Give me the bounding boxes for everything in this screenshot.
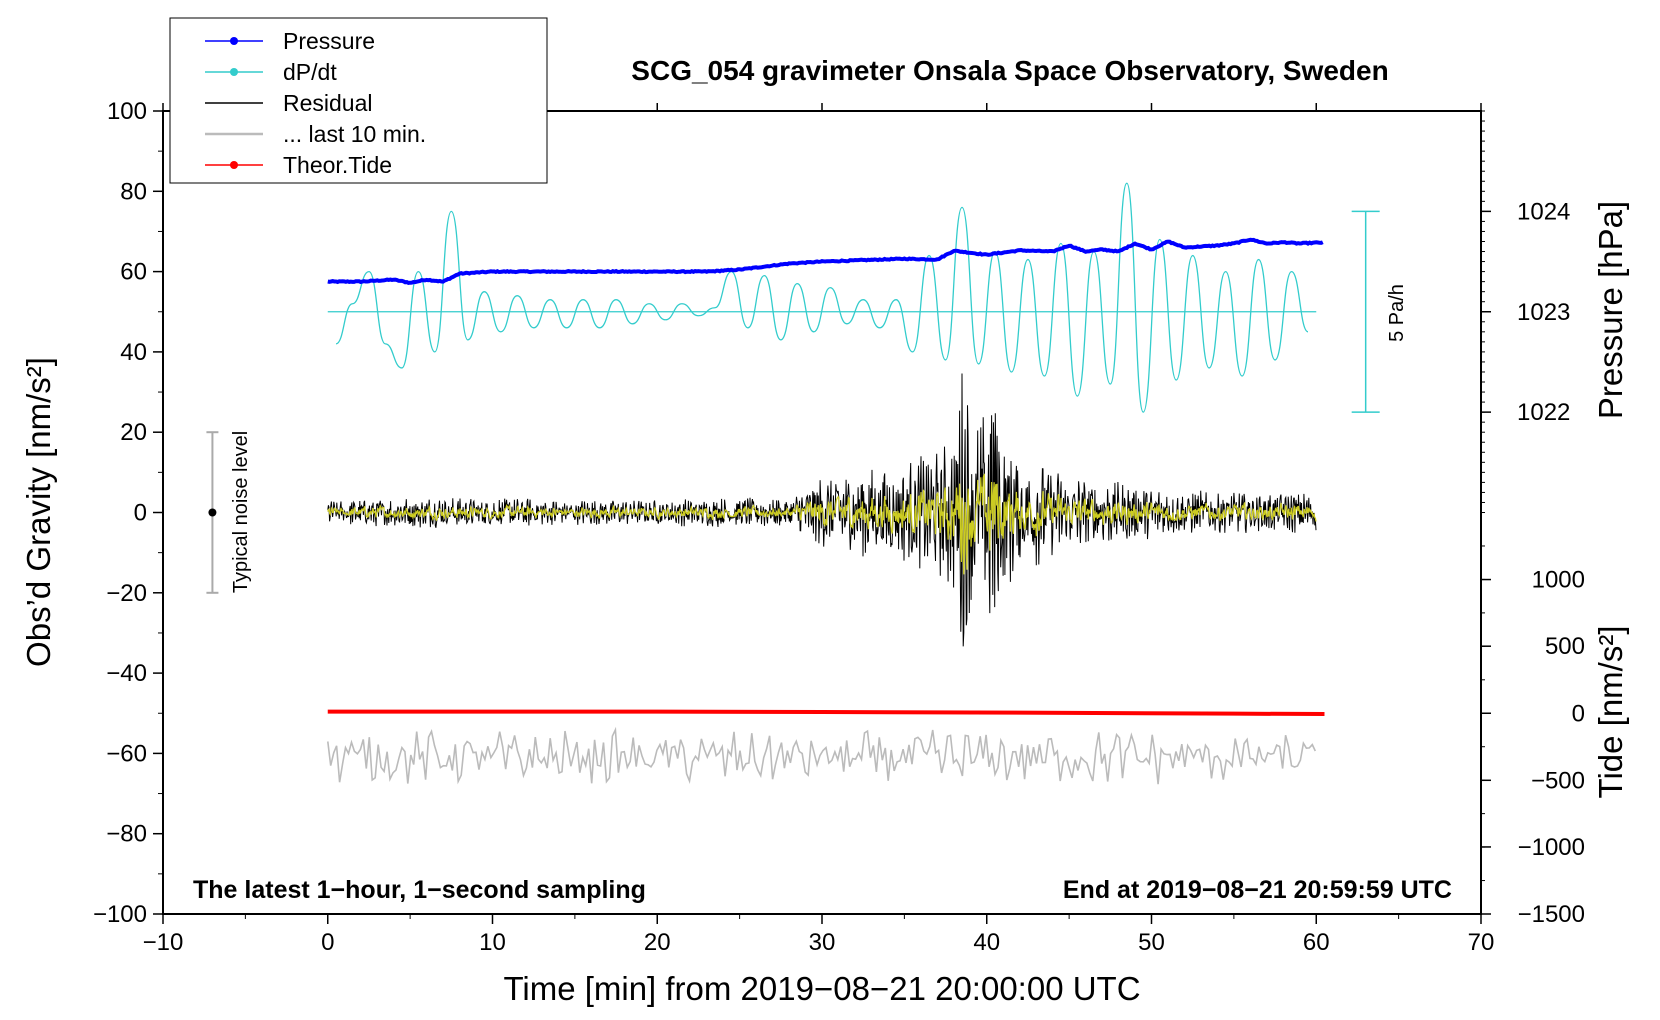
- legend: Pressure dP/dt Residual ... last 10 min. The…: [169, 17, 548, 184]
- dpdt-scale-bar: [1351, 210, 1380, 413]
- dpdt-line: [335, 182, 1309, 413]
- y-tick-label: −20: [106, 580, 147, 607]
- y-axis-title: Obs’d Gravity [nm/s²]: [20, 357, 57, 667]
- dpdt-scale-label: 5 Pa/h: [1386, 284, 1408, 342]
- x-axis-title: Time [min] from 2019−08−21 20:00:00 UTC: [503, 970, 1140, 1007]
- tide-tick-label: 500: [1545, 633, 1585, 660]
- pressure-tick-label: 1023: [1517, 299, 1570, 326]
- y-tick-label: −100: [93, 901, 147, 928]
- pressure-tick-label: 1022: [1517, 399, 1570, 426]
- noise-level-bar: [206, 431, 219, 594]
- pressure-line: [327, 237, 1324, 285]
- legend-label: Residual: [283, 90, 373, 116]
- x-tick-label: 10: [479, 929, 506, 956]
- sampling-annotation: The latest 1−hour, 1−second sampling: [193, 876, 646, 904]
- noise-bar-center: [208, 508, 217, 517]
- tide-tick-label: −500: [1531, 767, 1585, 794]
- residual-filtered-line: [327, 473, 1317, 575]
- y-tick-label: 60: [120, 259, 147, 286]
- x-tick-label: 60: [1303, 929, 1330, 956]
- last-10-min-line: [327, 726, 1317, 785]
- y-tick-label: 80: [120, 178, 147, 205]
- legend-marker: [230, 37, 238, 45]
- tide-tick-label: −1000: [1518, 834, 1585, 861]
- legend-marker: [230, 161, 238, 169]
- y-tick-label: 0: [134, 500, 147, 527]
- y-tick-label: 100: [107, 98, 147, 125]
- x-tick-label: −10: [143, 929, 184, 956]
- x-tick-label: 30: [809, 929, 836, 956]
- tide-tick-label: 0: [1572, 700, 1585, 727]
- legend-label: Pressure: [283, 28, 375, 54]
- y-tick-label: −40: [106, 660, 147, 687]
- y-tick-label: 20: [120, 419, 147, 446]
- tide-axis-title: Tide [nm/s²]: [1592, 626, 1629, 799]
- y-tick-label: 40: [120, 339, 147, 366]
- end-time-annotation: End at 2019−08−21 20:59:59 UTC: [1063, 876, 1452, 904]
- y-tick-label: −60: [106, 740, 147, 767]
- legend-marker: [230, 68, 238, 76]
- noise-level-label: Typical noise level: [230, 431, 252, 593]
- legend-label: dP/dt: [283, 59, 337, 85]
- chart-title: SCG_054 gravimeter Onsala Space Observat…: [631, 55, 1388, 86]
- pressure-tick-label: 1024: [1517, 198, 1570, 225]
- x-tick-label: 20: [644, 929, 671, 956]
- pressure-axis-title: Pressure [hPa]: [1592, 201, 1629, 419]
- legend-label: ... last 10 min.: [283, 121, 426, 147]
- tide-tick-label: 1000: [1532, 567, 1585, 594]
- y-tick-label: −80: [106, 821, 147, 848]
- tide-tick-label: −1500: [1518, 901, 1585, 928]
- x-tick-label: 40: [973, 929, 1000, 956]
- x-tick-label: 50: [1138, 929, 1165, 956]
- legend-label: Theor.Tide: [283, 152, 392, 178]
- x-tick-label: 0: [321, 929, 334, 956]
- theor-tide-line: [327, 709, 1325, 717]
- x-tick-label: 70: [1468, 929, 1495, 956]
